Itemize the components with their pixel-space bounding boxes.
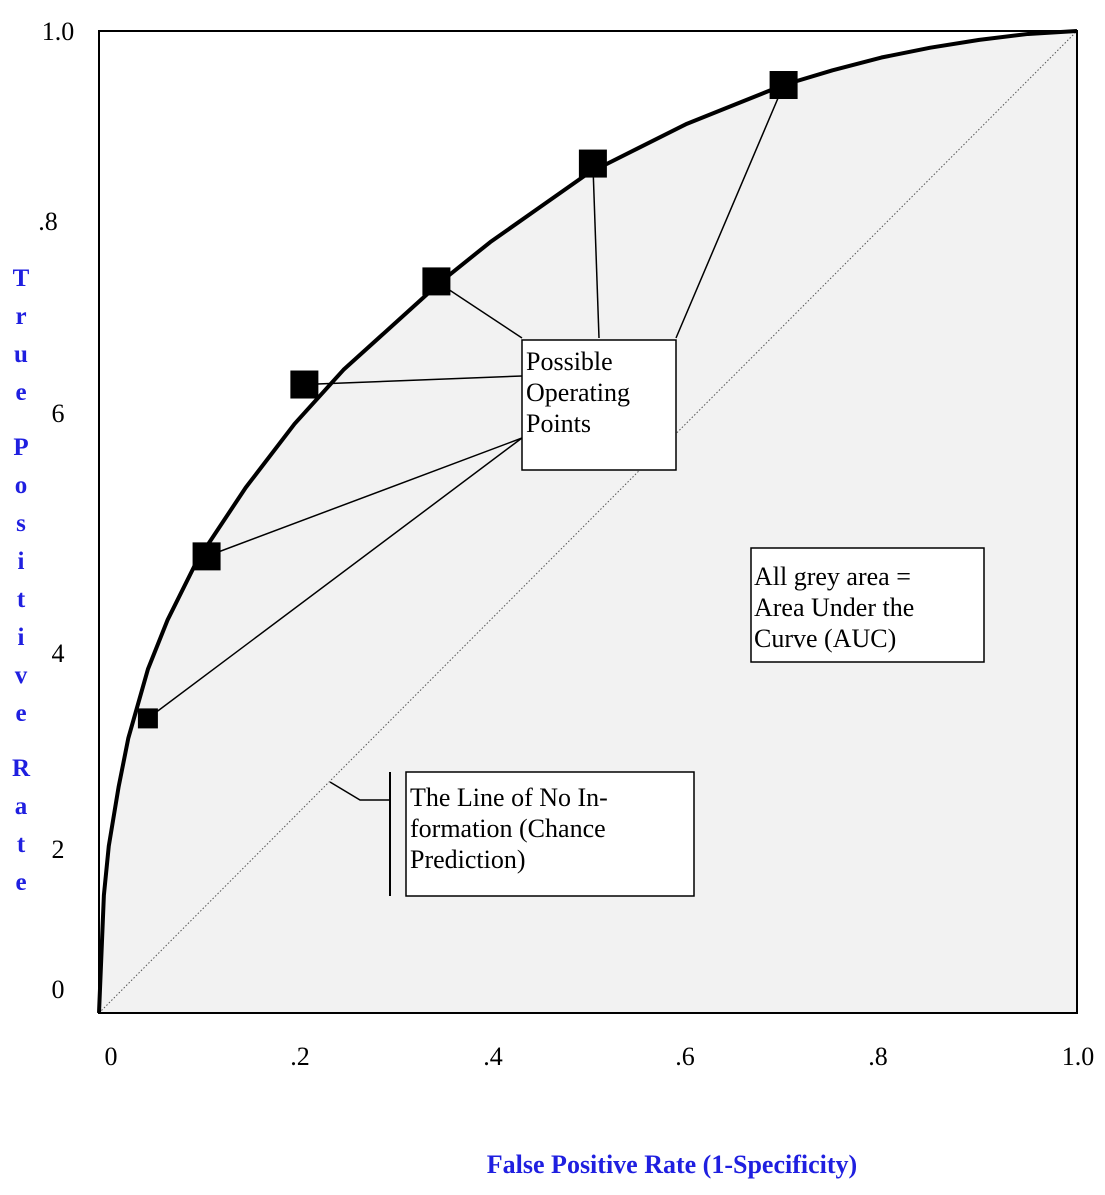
- x-tick-label: .6: [675, 1042, 695, 1071]
- y-tick-label: 0: [52, 975, 65, 1004]
- plot-frame: [98, 30, 1078, 1014]
- y-axis-label-letter: o: [15, 472, 28, 499]
- operating-point-connector: [206, 437, 523, 558]
- y-axis-label-letter: i: [18, 548, 25, 575]
- x-tick-label: .4: [483, 1042, 503, 1071]
- y-axis-label-letter: v: [15, 662, 28, 689]
- no-information-callout-line: formation (Chance: [410, 814, 606, 843]
- y-axis-label-letter: e: [15, 869, 26, 896]
- operating-point-connector: [592, 163, 600, 339]
- operating-point: [137, 708, 158, 729]
- y-axis-label-letter: i: [18, 624, 25, 651]
- no-information-callout-line: Prediction): [410, 845, 526, 874]
- auc-callout-line: Area Under the: [754, 593, 914, 622]
- roc-curve: [97, 29, 1078, 1014]
- y-axis-label-letter: r: [15, 303, 26, 330]
- no-information-callout-box: [405, 771, 695, 897]
- y-axis-label-letter: P: [13, 434, 28, 461]
- auc-fill-layer: [99, 31, 1077, 1013]
- operating-points-callout-line: Possible: [526, 347, 613, 376]
- operating-point-connector: [147, 437, 523, 720]
- y-axis-label-letter: R: [12, 755, 31, 782]
- auc-callout-box: [750, 547, 985, 663]
- y-axis-label-letter: t: [17, 831, 26, 858]
- y-tick-label: 4: [52, 639, 65, 668]
- y-tick-label: 6: [52, 399, 65, 428]
- operating-points-callout-box: [521, 339, 677, 471]
- operating-point-connector: [304, 375, 523, 386]
- no-information-leader: [329, 781, 390, 801]
- no-information-callout: The Line of No In-formation (ChancePredi…: [405, 771, 695, 897]
- y-tick-labels: 0 2 4 6 .8 1.0: [38, 17, 74, 1004]
- x-tick-label: 1.0: [1062, 1042, 1095, 1071]
- x-axis-label: False Positive Rate (1-Specificity): [487, 1150, 857, 1179]
- operating-points-callout-line: Operating: [526, 378, 630, 407]
- y-axis-label-letter: T: [13, 265, 30, 292]
- x-tick-label: .8: [868, 1042, 888, 1071]
- no-information-callout-line: The Line of No In-: [410, 783, 608, 812]
- roc-curve-layer: [97, 29, 1078, 1014]
- operating-point-connector: [675, 84, 785, 339]
- auc-callout-line: All grey area =: [754, 562, 911, 591]
- y-tick-label: .8: [38, 207, 58, 236]
- operating-point: [578, 149, 607, 178]
- y-tick-label: 2: [52, 835, 65, 864]
- operating-point: [192, 542, 221, 571]
- y-axis-label-letter: a: [15, 793, 28, 820]
- operating-point: [769, 71, 798, 100]
- y-axis-label-letter: e: [15, 379, 26, 406]
- operating-point: [422, 267, 451, 296]
- x-tick-label: 0: [105, 1042, 118, 1071]
- x-tick-labels: 0 .2 .4 .6 .8 1.0: [105, 1042, 1095, 1071]
- y-axis-label-letter: s: [16, 510, 26, 537]
- operating-point-connector: [435, 280, 523, 339]
- y-axis-label-letter: e: [15, 700, 26, 727]
- operating-point: [290, 370, 319, 399]
- auc-area: [99, 31, 1077, 1013]
- y-axis-label-letter: t: [17, 586, 26, 613]
- callout-connectors: [147, 84, 785, 896]
- y-tick-label: 1.0: [42, 17, 75, 46]
- auc-callout-line: Curve (AUC): [754, 624, 896, 653]
- x-tick-label: .2: [290, 1042, 310, 1071]
- y-axis-label-letter: u: [14, 341, 28, 368]
- operating-points-callout-line: Points: [526, 409, 591, 438]
- operating-points: [137, 71, 798, 729]
